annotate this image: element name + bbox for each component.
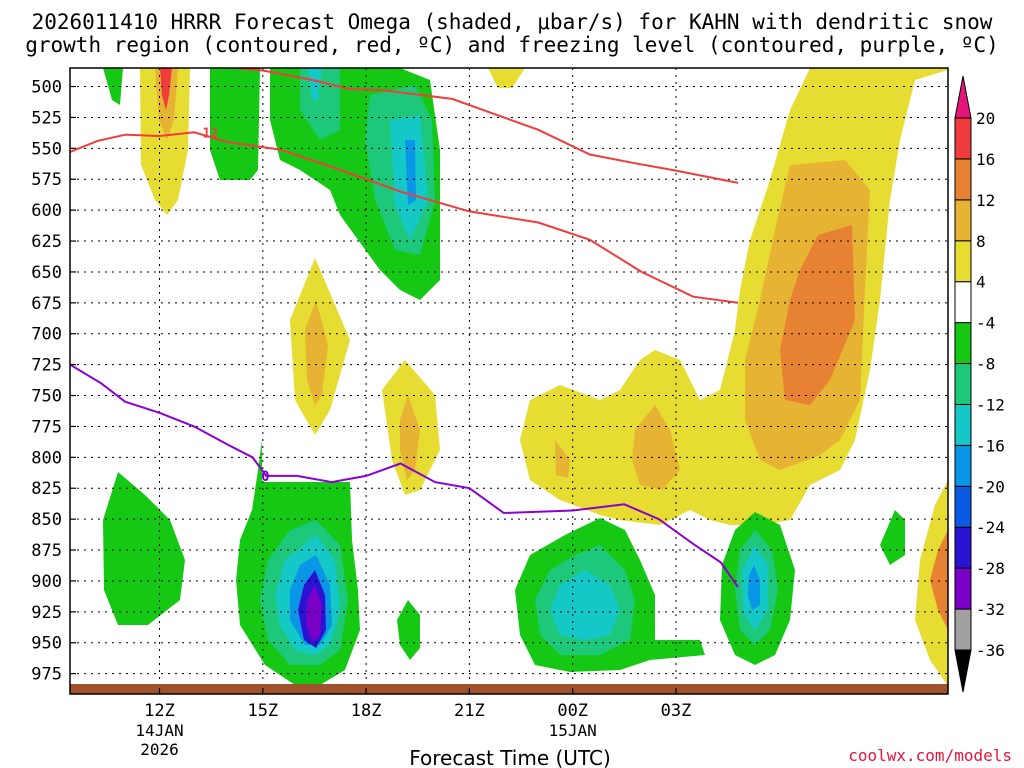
colorbar-label: -28 — [976, 559, 1005, 578]
colorbar-bin — [954, 403, 972, 446]
y-tick-label: 850 — [31, 510, 62, 530]
chart-title-line2: growth region (contoured, red, ºC) and f… — [25, 33, 999, 57]
colorbar-cap-bottom — [954, 649, 972, 693]
colorbar-label: -36 — [976, 641, 1005, 660]
contour-lines — [70, 68, 739, 588]
x-tick-sublabel: 14JAN — [135, 721, 183, 740]
colorbar-label: -12 — [976, 395, 1005, 414]
x-tick-sublabel: 15JAN — [549, 721, 597, 740]
y-tick-label: 500 — [31, 78, 62, 98]
x-tick-label: 15Z — [247, 701, 278, 721]
colorbar-label: 12 — [976, 191, 995, 210]
omega-region — [210, 68, 260, 180]
omega-region — [400, 395, 420, 480]
dgz-contour-label: 12 — [203, 126, 219, 141]
y-tick-label: 950 — [31, 634, 62, 654]
colorbar-bin — [954, 444, 972, 487]
omega-region — [305, 300, 328, 405]
omega-region — [140, 68, 190, 215]
omega-region — [160, 68, 172, 110]
y-tick-label: 925 — [31, 603, 62, 623]
colorbar-label: 20 — [976, 109, 995, 128]
colorbar: -36 -32 -28 -24 -20 -16 -12 -8 -4 4 8 12 16 20 — [954, 75, 1005, 693]
credit-text: coolwx.com/models — [848, 746, 1012, 765]
y-tick-label: 575 — [31, 170, 62, 190]
dgz-12c-contour — [70, 131, 739, 304]
colorbar-bin — [954, 281, 972, 324]
colorbar-label: -8 — [976, 355, 995, 374]
omega-region — [103, 472, 185, 625]
x-tick-label: 21Z — [454, 701, 485, 721]
omega-region — [555, 440, 570, 478]
freezing-level-label: 0 — [261, 469, 269, 485]
y-axis-ticks: 500 525 550 575 600 625 650 675 700 725 750 775 800 8… — [31, 78, 76, 685]
omega-region — [780, 225, 855, 405]
colorbar-label: 8 — [976, 232, 986, 251]
grid — [70, 68, 948, 686]
colorbar-label: -24 — [976, 518, 1005, 537]
terrain-strip — [70, 684, 948, 694]
colorbar-label: 4 — [976, 273, 986, 292]
colorbar-label: -32 — [976, 600, 1005, 619]
colorbar-label: -20 — [976, 477, 1005, 496]
y-tick-label: 825 — [31, 479, 62, 499]
omega-region — [488, 68, 525, 88]
y-tick-label: 725 — [31, 356, 62, 376]
colorbar-cap-top — [954, 75, 972, 119]
x-tick-sublabel: 2026 — [140, 740, 179, 759]
omega-region — [930, 530, 948, 630]
omega-region — [397, 600, 420, 660]
omega-region — [306, 585, 322, 642]
y-tick-label: 975 — [31, 665, 62, 685]
colorbar-bin — [954, 567, 972, 610]
y-tick-label: 750 — [31, 387, 62, 407]
omega-region — [748, 565, 760, 610]
omega-region — [880, 510, 905, 565]
y-tick-label: 675 — [31, 294, 62, 314]
colorbar-bin — [954, 117, 972, 160]
colorbar-bin — [954, 608, 972, 651]
colorbar-bin — [954, 485, 972, 528]
omega-region — [550, 570, 620, 640]
omega-region — [308, 68, 322, 100]
x-tick-label: 12Z — [144, 701, 175, 721]
colorbar-bin — [954, 363, 972, 405]
colorbar-bin — [954, 240, 972, 283]
y-tick-label: 800 — [31, 448, 62, 468]
y-tick-label: 700 — [31, 325, 62, 345]
colorbar-bin — [954, 526, 972, 569]
colorbar-label: -4 — [976, 314, 995, 333]
y-tick-label: 900 — [31, 572, 62, 592]
y-tick-label: 775 — [31, 417, 62, 437]
omega-region — [405, 140, 416, 205]
plot-frame — [69, 67, 949, 695]
omega-shading — [103, 68, 948, 686]
y-tick-label: 650 — [31, 263, 62, 283]
dgz-upper-contour — [223, 68, 739, 184]
chart-title-line1: 2026011410 HRRR Forecast Omega (shaded, … — [32, 10, 993, 34]
x-axis-label: Forecast Time (UTC) — [409, 746, 611, 768]
x-tick-label: 00Z — [557, 701, 588, 721]
y-tick-label: 525 — [31, 108, 62, 128]
colorbar-label: 16 — [976, 150, 995, 169]
colorbar-label: -16 — [976, 436, 1005, 455]
y-tick-label: 550 — [31, 139, 62, 159]
x-tick-label: 18Z — [351, 701, 382, 721]
y-tick-label: 875 — [31, 541, 62, 561]
y-tick-label: 625 — [31, 232, 62, 252]
colorbar-bin — [954, 199, 972, 242]
freezing-level-contour — [70, 363, 739, 588]
colorbar-bin — [954, 158, 972, 201]
omega-region — [300, 68, 340, 140]
colorbar-bin — [954, 322, 972, 365]
y-tick-label: 600 — [31, 201, 62, 221]
x-tick-label: 03Z — [661, 701, 692, 721]
